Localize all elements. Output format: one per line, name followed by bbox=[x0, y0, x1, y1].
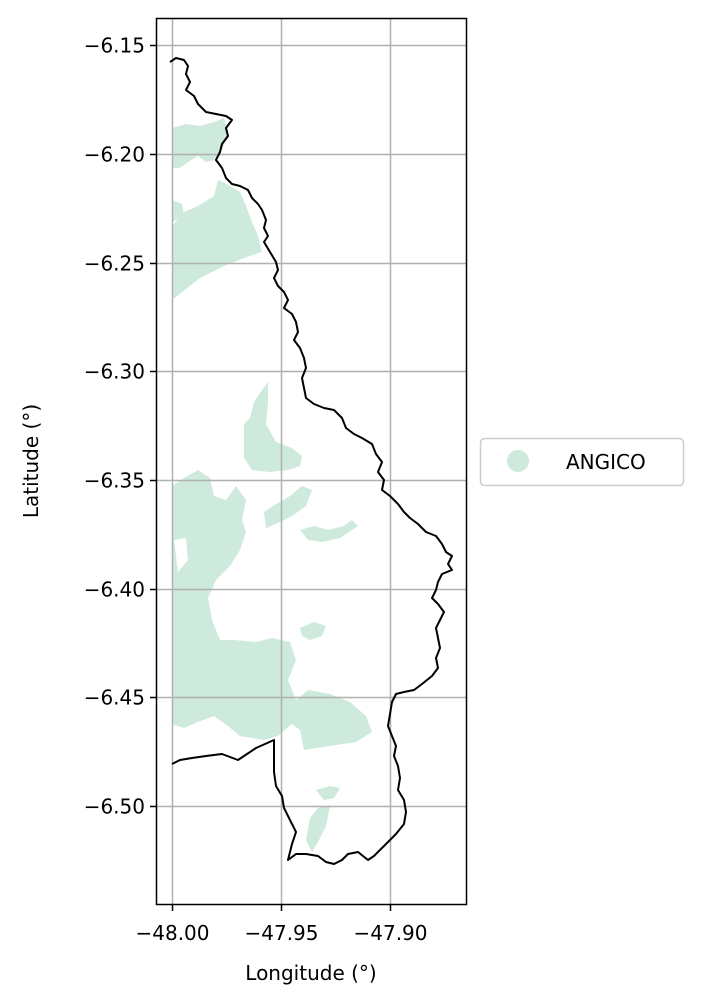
legend: ANGICO bbox=[479, 437, 685, 487]
y-tick-label: −6.30 bbox=[84, 360, 145, 384]
angico-area-central bbox=[244, 382, 302, 472]
angico-area-central-strip bbox=[264, 486, 312, 528]
axes-frame bbox=[155, 17, 468, 906]
y-axis-title: Latitude (°) bbox=[19, 404, 43, 518]
x-tick-label: −47.90 bbox=[353, 921, 427, 945]
x-tick-label: −48.00 bbox=[135, 921, 209, 945]
x-axis-title: Longitude (°) bbox=[245, 961, 376, 985]
y-tick-label: −6.40 bbox=[84, 578, 145, 602]
y-tick-label: −6.50 bbox=[84, 795, 145, 819]
angico-area-north bbox=[172, 118, 228, 168]
angico-areas bbox=[172, 118, 372, 852]
legend-box bbox=[479, 437, 685, 487]
legend-label-angico: ANGICO bbox=[566, 450, 646, 474]
x-axis: −48.00 −47.95 −47.90 bbox=[135, 904, 428, 945]
municipality-boundary bbox=[169, 57, 453, 865]
angico-area-north-west bbox=[172, 180, 262, 300]
angico-area-west-edge bbox=[172, 200, 184, 222]
x-tick-label: −47.95 bbox=[244, 921, 318, 945]
y-tick-label: −6.45 bbox=[84, 686, 145, 710]
y-tick-label: −6.35 bbox=[84, 469, 145, 493]
angico-area-southwest bbox=[172, 470, 372, 750]
angico-area-small-south-c bbox=[306, 806, 330, 852]
legend-marker-angico bbox=[507, 450, 529, 472]
y-tick-label: −6.25 bbox=[84, 252, 145, 276]
angico-area-channel bbox=[300, 520, 358, 542]
angico-area-southwest-gap bbox=[174, 538, 188, 572]
y-tick-label: −6.15 bbox=[84, 34, 145, 58]
y-tick-label: −6.20 bbox=[84, 143, 145, 167]
angico-area-small-south-a bbox=[300, 622, 326, 640]
y-axis: −6.15 −6.20 −6.25 −6.30 −6.35 −6.40 −6.45 −6.50 bbox=[84, 34, 157, 819]
angico-area-small-south-b bbox=[316, 786, 340, 800]
grid bbox=[157, 19, 466, 904]
